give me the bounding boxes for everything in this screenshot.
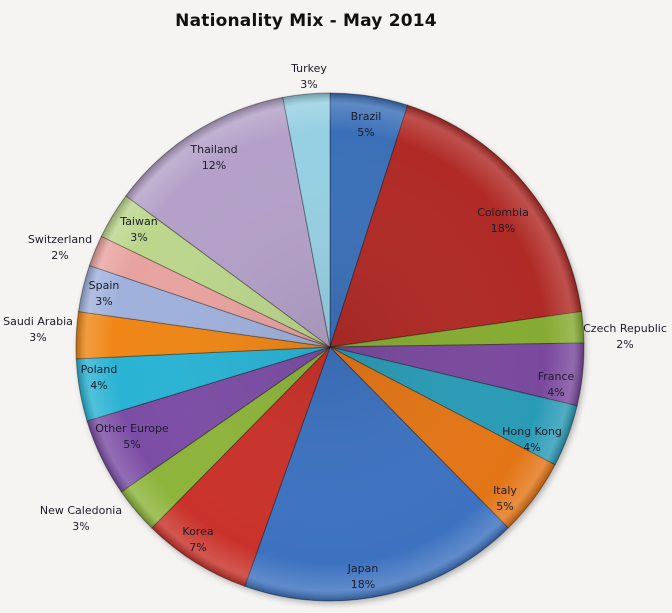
slice-label-other-europe: Other Europe 5% — [95, 421, 168, 453]
slice-label-france: France 4% — [538, 369, 575, 401]
slice-label-name: Other Europe — [95, 422, 169, 435]
slice-label-percent: 18% — [490, 222, 516, 235]
slice-label-poland: Poland 4% — [81, 362, 118, 394]
slice-label-name: Hong Kong — [502, 425, 562, 438]
slice-label-brazil: Brazil 5% — [351, 109, 382, 141]
slice-label-percent: 3% — [130, 231, 148, 244]
slice-label-name: Japan — [347, 562, 379, 575]
slice-label-name: France — [537, 370, 575, 383]
slice-label-percent: 3% — [95, 295, 113, 308]
slice-label-italy: Italy 5% — [493, 483, 517, 515]
slice-label-name: Colombia — [477, 206, 529, 219]
slice-label-czech-republic: Czech Republic 2% — [583, 321, 667, 353]
slice-label-colombia: Colombia 18% — [477, 205, 529, 237]
slice-label-name: Italy — [493, 484, 517, 497]
slice-label-korea: Korea 7% — [182, 524, 213, 556]
slice-label-spain: Spain 3% — [89, 278, 120, 310]
slice-label-percent: 2% — [616, 338, 634, 351]
slice-label-japan: Japan 18% — [348, 561, 379, 593]
slice-label-name: Switzerland — [27, 233, 93, 246]
slice-label-name: Turkey — [291, 62, 327, 75]
slice-label-percent: 4% — [523, 441, 541, 454]
chart-title: Nationality Mix - May 2014 — [175, 11, 437, 31]
slice-label-percent: 5% — [496, 500, 514, 513]
slice-label-percent: 5% — [123, 438, 141, 451]
slice-label-percent: 3% — [29, 331, 47, 344]
slice-label-name: Brazil — [350, 110, 382, 123]
slice-label-percent: 12% — [201, 159, 227, 172]
slice-label-switzerland: Switzerland 2% — [28, 232, 92, 264]
slice-label-name: New Caledonia — [39, 504, 123, 517]
slice-label-name: Korea — [182, 525, 214, 538]
slice-label-saudi-arabia: Saudi Arabia 3% — [3, 314, 73, 346]
slice-label-name: Poland — [80, 363, 118, 376]
slice-label-hong-kong: Hong Kong 4% — [502, 424, 562, 456]
slice-label-percent: 4% — [547, 386, 565, 399]
slice-label-new-caledonia: New Caledonia 3% — [40, 503, 122, 535]
slice-label-thailand: Thailand 12% — [190, 142, 237, 174]
slice-label-turkey: Turkey 3% — [291, 61, 327, 93]
slice-label-taiwan: Taiwan 3% — [120, 214, 157, 246]
slice-label-name: Saudi Arabia — [3, 315, 73, 328]
slice-label-name: Thailand — [190, 143, 238, 156]
slice-label-percent: 7% — [189, 541, 207, 554]
slice-label-name: Spain — [88, 279, 120, 292]
slice-label-name: Czech Republic — [583, 322, 667, 335]
slice-label-percent: 2% — [51, 249, 69, 262]
slice-label-name: Taiwan — [120, 215, 158, 228]
slice-label-percent: 18% — [350, 578, 376, 591]
slice-label-percent: 5% — [357, 126, 375, 139]
slice-label-percent: 3% — [300, 78, 318, 91]
slice-label-percent: 3% — [72, 520, 90, 533]
slice-label-percent: 4% — [90, 379, 108, 392]
